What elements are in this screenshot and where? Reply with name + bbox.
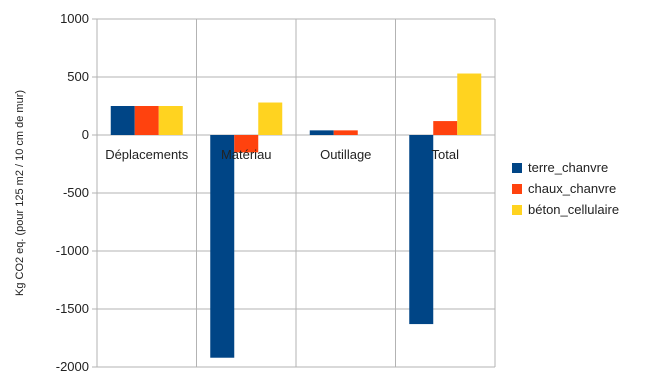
y-tick-label: -1000 [56,243,89,258]
y-tick-label: -500 [63,185,89,200]
y-tick-label: 500 [67,69,89,84]
legend-swatch-chaux_chanvre [512,184,522,194]
bar-chaux_chanvre-2 [333,130,358,135]
bar-terre_chanvre-2 [309,130,334,135]
y-tick-label: 1000 [60,11,89,26]
category-label: Outillage [320,147,371,162]
category-label: Déplacements [105,147,189,162]
bar-béton_cellulaire-0 [158,106,183,135]
bar-terre_chanvre-0 [110,106,135,135]
y-axis: -2000 -1500 -1000 -500 0 500 1000 [56,11,97,371]
category-label: Total [432,147,460,162]
gridlines [96,18,496,368]
y-tick-label: -2000 [56,359,89,371]
legend-label: béton_cellulaire [528,202,619,217]
legend-swatch-béton_cellulaire [512,205,522,215]
bar-terre_chanvre-1 [210,135,235,358]
category-labels: Déplacements Matériau Outillage Total [105,147,459,162]
bar-terre_chanvre-3 [409,135,434,325]
y-axis-title: Kg CO2 eq. (pour 125 m2 / 10 cm de mur) [14,90,26,296]
y-tick-label: -1500 [56,301,89,316]
bar-chaux_chanvre-1 [234,135,259,153]
bar-béton_cellulaire-3 [457,73,482,135]
bar-béton_cellulaire-1 [258,102,283,135]
bar-chaux_chanvre-3 [433,121,458,135]
bars [110,73,482,358]
bar-chaux_chanvre-0 [134,106,159,135]
y-tick-label: 0 [82,127,89,142]
legend: terre_chanvre chaux_chanvre béton_cellulai… [512,160,619,217]
legend-label: terre_chanvre [528,160,608,175]
category-label: Matériau [221,147,272,162]
legend-label: chaux_chanvre [528,181,616,196]
legend-swatch-terre_chanvre [512,163,522,173]
